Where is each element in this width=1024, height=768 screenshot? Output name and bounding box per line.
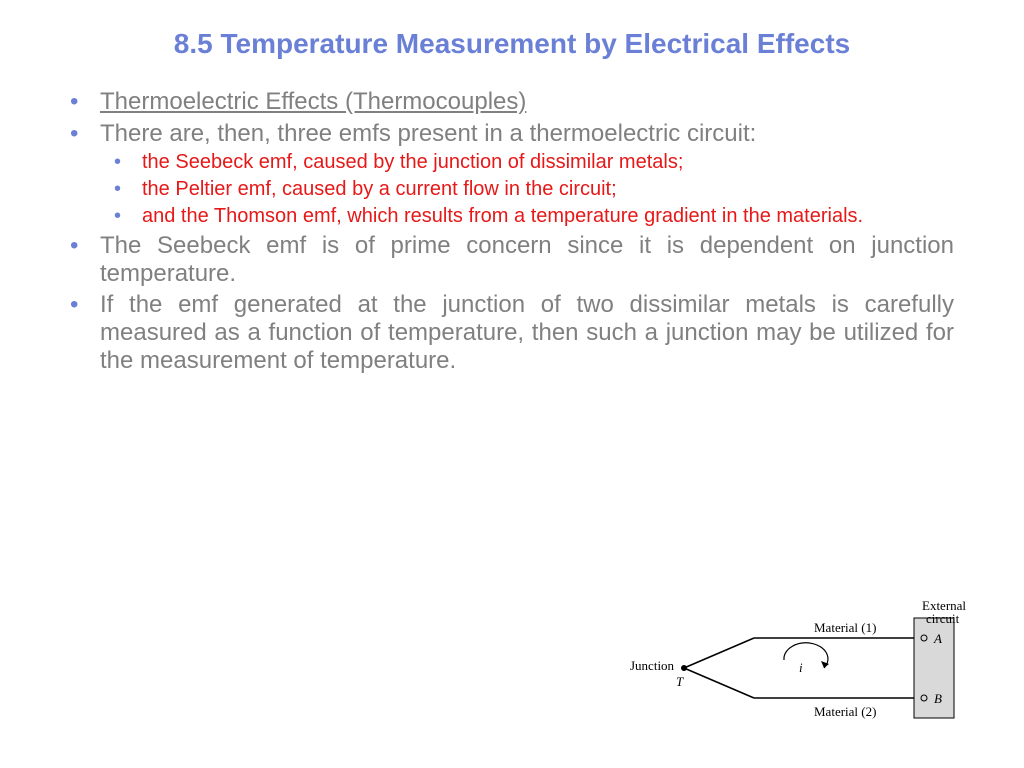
bullet-1: Thermoelectric Effects (Thermocouples): [100, 88, 954, 116]
thermocouple-diagram: External circuit Material (1) Material (…: [594, 598, 974, 738]
mat2-label: Material (2): [814, 704, 876, 719]
bullet-list: Thermoelectric Effects (Thermocouples) T…: [70, 88, 954, 374]
bullet-2: There are, then, three emfs present in a…: [100, 120, 954, 148]
sub-bullet-1: the Seebeck emf, caused by the junction …: [142, 151, 954, 174]
current-i-label: i: [799, 660, 803, 675]
mat1-label: Material (1): [814, 620, 876, 635]
junction-t: T: [676, 674, 684, 689]
slide-title: 8.5 Temperature Measurement by Electrica…: [70, 28, 954, 60]
sub-container: the Seebeck emf, caused by the junction …: [100, 151, 954, 228]
junction-label: Junction: [630, 658, 675, 673]
terminal-b-label: B: [934, 691, 942, 706]
junction-dot: [681, 665, 687, 671]
sub-bullet-list: the Seebeck emf, caused by the junction …: [100, 151, 954, 228]
current-loop: [784, 643, 828, 668]
ext-label-2: circuit: [926, 611, 960, 626]
sub-bullet-2: the Peltier emf, caused by a current flo…: [142, 178, 954, 201]
terminal-a-label: A: [933, 631, 942, 646]
sub-bullet-3: and the Thomson emf, which results from …: [142, 205, 954, 228]
bullet-3: The Seebeck emf is of prime concern sinc…: [100, 232, 954, 287]
wire-bottom-slant: [684, 668, 754, 698]
bullet-4: If the emf generated at the junction of …: [100, 291, 954, 374]
bullet-1-text: Thermoelectric Effects (Thermocouples): [100, 88, 526, 115]
wire-top-slant: [684, 638, 754, 668]
